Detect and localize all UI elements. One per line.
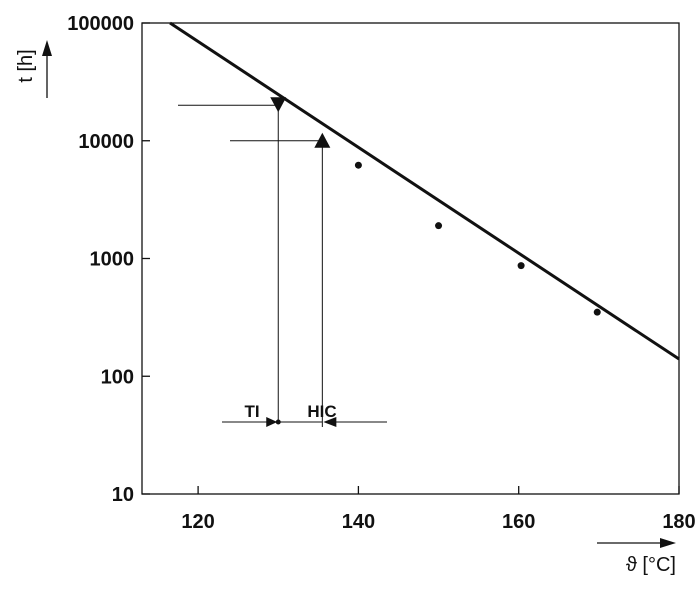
annotations: TI HIC (222, 402, 387, 427)
plot-border (141, 22, 680, 495)
axis-ticks: 120 140 160 180 10 100 1000 10000 100000 (67, 13, 695, 533)
y-axis-arrowhead (42, 40, 52, 56)
fit-line (169, 21, 680, 361)
x-tick-label: 140 (342, 511, 375, 533)
hic-marker (314, 132, 331, 148)
y-tick-label: 100 (101, 366, 134, 388)
data-points (354, 161, 601, 316)
ti-label: TI (244, 402, 259, 421)
x-tick-label: 160 (502, 511, 535, 533)
x-axis-arrowhead (660, 538, 676, 548)
markers (270, 97, 331, 148)
plot-frame (141, 22, 680, 495)
axis-labels: t [h] ϑ [°C] (15, 40, 676, 576)
fit-line-group (169, 21, 680, 361)
data-point (593, 308, 601, 316)
x-tick-label: 180 (662, 511, 695, 533)
ti-arrowhead (266, 417, 278, 427)
y-axis-label: t [h] (15, 49, 37, 82)
data-point (517, 262, 525, 270)
reference-lines (178, 104, 323, 427)
y-tick-label: 10000 (78, 131, 134, 153)
data-point (354, 161, 362, 169)
x-tick-label: 120 (181, 511, 214, 533)
ti-marker (270, 97, 287, 113)
hic-label: HIC (307, 402, 336, 421)
hic-arrowhead (323, 417, 337, 427)
y-tick-label: 100000 (67, 13, 134, 35)
data-point (435, 222, 443, 230)
y-tick-label: 1000 (90, 249, 135, 271)
x-axis-label: ϑ [°C] (626, 554, 676, 576)
y-tick-label: 10 (112, 484, 134, 506)
